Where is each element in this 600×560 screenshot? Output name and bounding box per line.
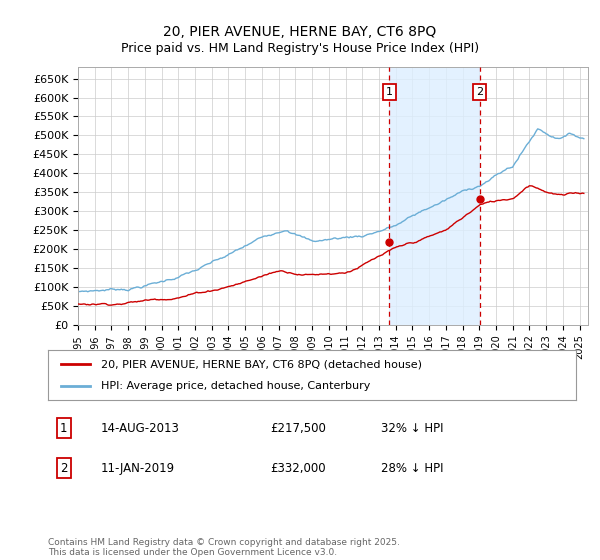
Text: 20, PIER AVENUE, HERNE BAY, CT6 8PQ: 20, PIER AVENUE, HERNE BAY, CT6 8PQ xyxy=(163,25,437,39)
Text: HPI: Average price, detached house, Canterbury: HPI: Average price, detached house, Cant… xyxy=(101,381,370,391)
Text: 2: 2 xyxy=(60,462,68,475)
Text: 11-JAN-2019: 11-JAN-2019 xyxy=(101,462,175,475)
Text: Contains HM Land Registry data © Crown copyright and database right 2025.
This d: Contains HM Land Registry data © Crown c… xyxy=(48,538,400,557)
Bar xyxy=(389,67,480,325)
Text: £217,500: £217,500 xyxy=(270,422,326,435)
Text: 28% ↓ HPI: 28% ↓ HPI xyxy=(380,462,443,475)
Text: 1: 1 xyxy=(386,87,393,97)
Text: £332,000: £332,000 xyxy=(270,462,325,475)
Text: 1: 1 xyxy=(60,422,68,435)
Text: 2: 2 xyxy=(476,87,484,97)
Text: 14-AUG-2013: 14-AUG-2013 xyxy=(101,422,179,435)
Text: Price paid vs. HM Land Registry's House Price Index (HPI): Price paid vs. HM Land Registry's House … xyxy=(121,42,479,55)
Text: 20, PIER AVENUE, HERNE BAY, CT6 8PQ (detached house): 20, PIER AVENUE, HERNE BAY, CT6 8PQ (det… xyxy=(101,359,422,369)
Text: 32% ↓ HPI: 32% ↓ HPI xyxy=(380,422,443,435)
